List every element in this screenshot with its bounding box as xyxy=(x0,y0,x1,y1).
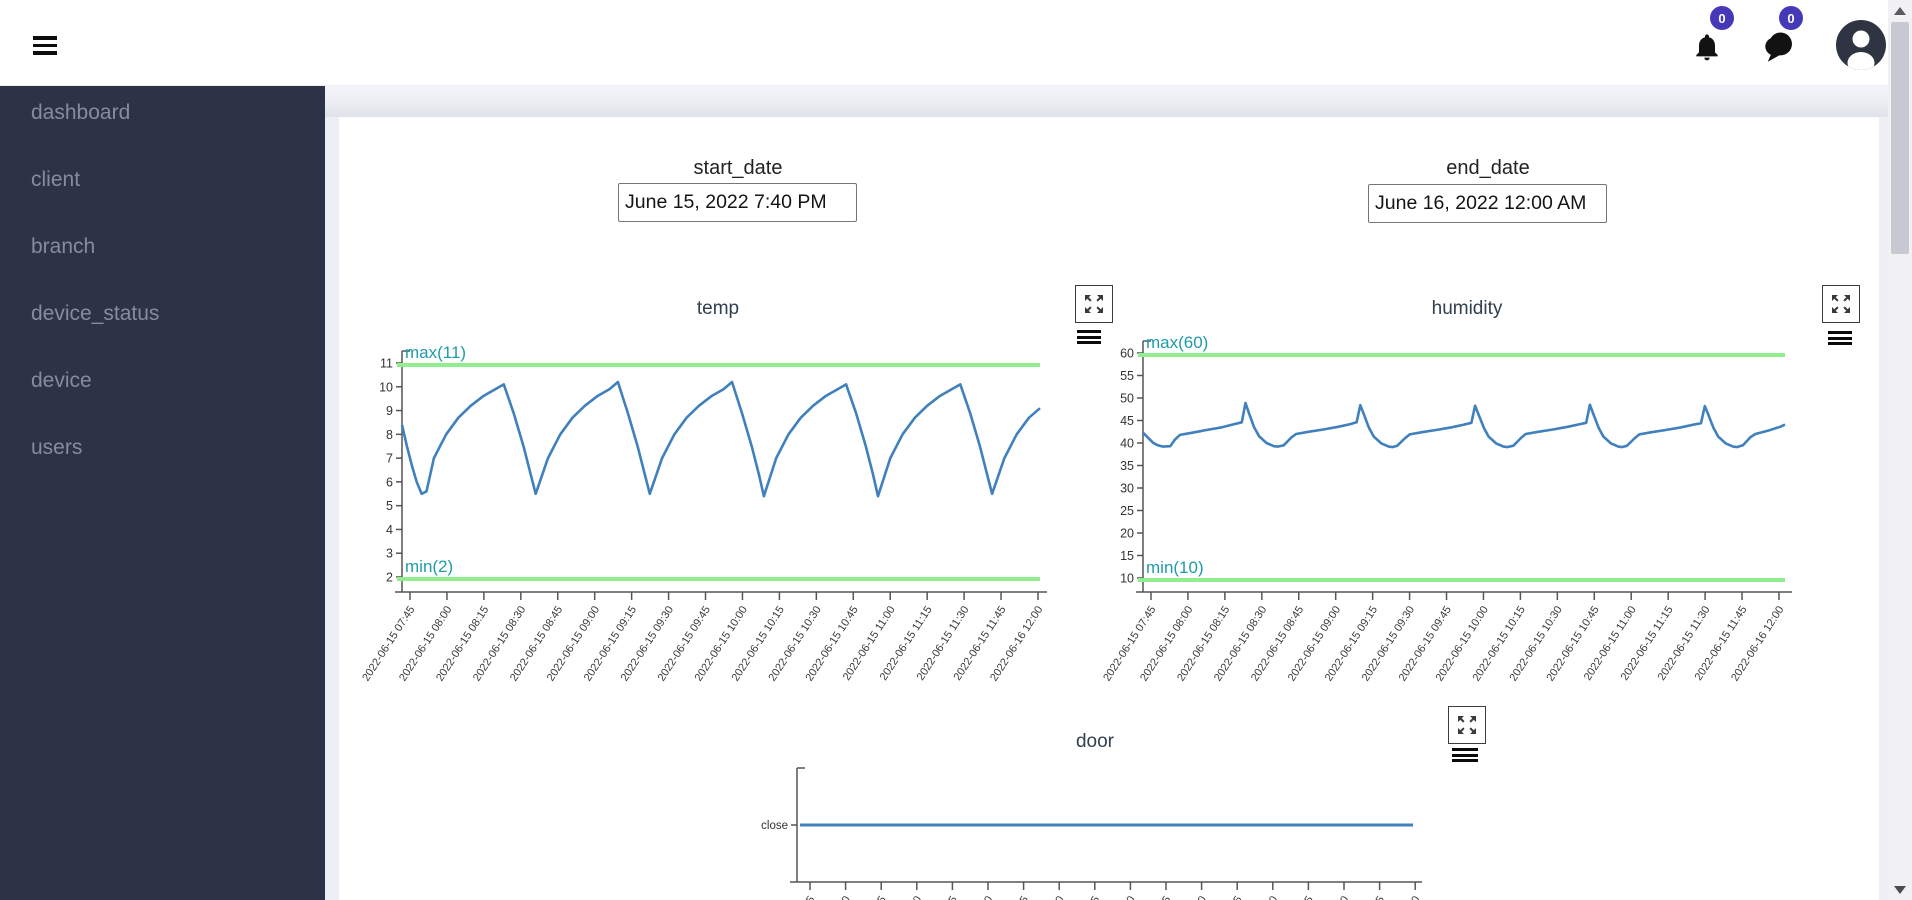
svg-text:20: 20 xyxy=(1120,527,1134,541)
temp-chart-title: temp xyxy=(696,298,740,319)
sidebar-item-label: branch xyxy=(31,234,96,258)
topbar-shadow xyxy=(325,86,1888,117)
svg-text:50: 50 xyxy=(1120,392,1134,406)
svg-text:35: 35 xyxy=(1120,459,1134,473)
messages-badge: 0 xyxy=(1779,6,1803,30)
end-date-label: end_date xyxy=(1446,157,1530,179)
svg-text:5: 5 xyxy=(386,499,393,513)
expand-icon xyxy=(1832,295,1850,313)
chat-icon xyxy=(1765,32,1792,62)
expand-icon xyxy=(1458,716,1476,734)
sidebar-item-users[interactable]: users xyxy=(0,414,325,481)
svg-text:2: 2 xyxy=(386,571,393,585)
svg-text:45: 45 xyxy=(1120,414,1134,428)
svg-text:10: 10 xyxy=(1120,572,1134,586)
humidity-chart-title: humidity xyxy=(1431,298,1503,319)
svg-text:10: 10 xyxy=(379,380,393,394)
svg-text:55: 55 xyxy=(1120,369,1134,383)
svg-text:6: 6 xyxy=(386,475,393,489)
svg-text:close: close xyxy=(761,820,788,832)
svg-text:max(60): max(60) xyxy=(1146,333,1208,352)
svg-text:3: 3 xyxy=(386,547,393,561)
sidebar-item-client[interactable]: client xyxy=(0,146,325,213)
sidebar-item-label: users xyxy=(31,435,83,459)
door-chart-menu-button[interactable] xyxy=(1452,748,1478,765)
sidebar-item-branch[interactable]: branch xyxy=(0,213,325,280)
svg-text:2022-06-15 07:45: 2022-06-15 07:45 xyxy=(760,894,817,900)
start-date-label: start_date xyxy=(693,157,783,179)
sidebar-item-label: device xyxy=(31,368,92,392)
notifications-badge: 0 xyxy=(1710,6,1734,30)
sidebar-item-label: client xyxy=(31,167,81,191)
notifications-button[interactable] xyxy=(1691,30,1723,64)
person-icon xyxy=(1836,20,1886,70)
svg-text:min(10): min(10) xyxy=(1146,558,1204,577)
svg-text:60: 60 xyxy=(1120,347,1134,361)
door-chart-title: door xyxy=(1075,731,1115,752)
sidebar-item-device-status[interactable]: device_status xyxy=(0,280,325,347)
svg-text:min(2): min(2) xyxy=(405,557,453,576)
menu-icon[interactable] xyxy=(33,36,57,55)
scroll-up-arrow-icon[interactable] xyxy=(1894,7,1906,15)
sidebar-item-label: dashboard xyxy=(31,100,131,124)
bell-icon xyxy=(1696,34,1718,61)
svg-text:4: 4 xyxy=(386,523,393,537)
svg-text:7: 7 xyxy=(386,452,393,466)
humidity-chart-fullscreen-button[interactable] xyxy=(1822,285,1860,323)
main-content xyxy=(325,86,1888,900)
topbar: 0 0 xyxy=(0,0,1912,86)
scroll-down-arrow-icon[interactable] xyxy=(1894,886,1906,894)
user-avatar[interactable] xyxy=(1835,19,1887,71)
sidebar: dashboard client branch device_status de… xyxy=(0,86,325,900)
svg-text:8: 8 xyxy=(386,428,393,442)
svg-text:40: 40 xyxy=(1120,437,1134,451)
messages-button[interactable] xyxy=(1760,30,1796,63)
sidebar-item-dashboard[interactable]: dashboard xyxy=(0,79,325,146)
temp-chart-menu-button[interactable] xyxy=(1077,330,1101,347)
svg-text:max(11): max(11) xyxy=(405,343,466,362)
end-date-input[interactable] xyxy=(1368,184,1607,223)
temp-chart-fullscreen-button[interactable] xyxy=(1075,285,1113,323)
humidity-chart-menu-button[interactable] xyxy=(1828,331,1852,348)
sidebar-item-device[interactable]: device xyxy=(0,347,325,414)
svg-text:11: 11 xyxy=(380,357,393,371)
dashboard-card xyxy=(339,117,1879,900)
svg-text:15: 15 xyxy=(1120,549,1134,563)
start-date-input[interactable] xyxy=(618,183,857,222)
scrollbar-thumb[interactable] xyxy=(1891,22,1909,254)
svg-text:9: 9 xyxy=(386,404,393,418)
svg-text:25: 25 xyxy=(1120,504,1134,518)
door-chart-fullscreen-button[interactable] xyxy=(1448,706,1486,744)
page-scrollbar[interactable] xyxy=(1888,0,1912,900)
sidebar-item-label: device_status xyxy=(31,301,160,325)
expand-icon xyxy=(1085,295,1103,313)
svg-text:30: 30 xyxy=(1120,482,1134,496)
